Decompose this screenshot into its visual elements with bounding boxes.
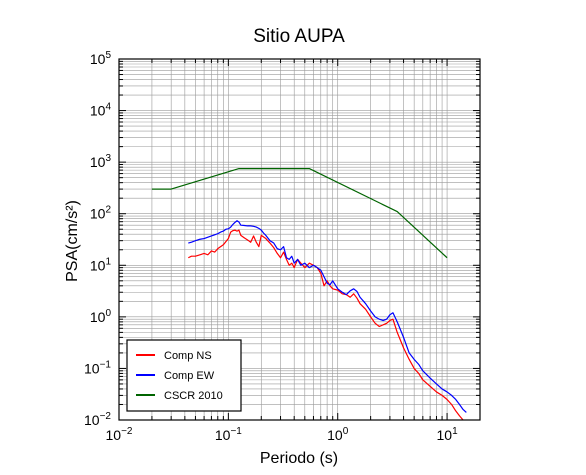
y-tick-label: 101 [90,256,112,273]
x-tick-label: 10−2 [106,426,133,443]
y-tick-label: 102 [90,205,112,222]
x-tick-label: 10−1 [215,426,242,443]
x-tick-label: 100 [327,426,349,443]
legend-label: Comp NS [164,350,212,362]
data-curves [151,167,467,421]
x-tick-label: 101 [437,426,459,443]
legend: Comp NS Comp EW CSCR 2010 [126,339,242,412]
axis-ticks [118,58,481,421]
y-axis-label: PSA(cm/s²) [64,200,81,282]
y-tick-label: 104 [90,102,112,119]
y-tick-label: 103 [90,153,112,170]
legend-label: Comp EW [164,370,215,382]
series-line-comp-ew [188,220,467,413]
chart-title: Sitio AUPA [253,26,345,47]
x-axis-label: Periodo (s) [260,450,338,467]
series-line-comp-ns [188,229,464,421]
y-tick-label: 10−1 [84,359,111,376]
legend-items: Comp NS Comp EW CSCR 2010 [136,350,223,402]
series-line-cscr-2010 [151,167,448,259]
y-tick-label: 100 [90,308,112,325]
plot-frame [118,58,481,421]
x-tick-labels: 10−2 10−1 100 101 [106,426,459,443]
legend-label: CSCR 2010 [164,390,223,402]
y-tick-labels: 10−2 10−1 100 101 102 103 104 105 [84,50,111,428]
y-tick-label: 105 [90,50,112,67]
y-tick-label: 10−2 [84,411,111,428]
